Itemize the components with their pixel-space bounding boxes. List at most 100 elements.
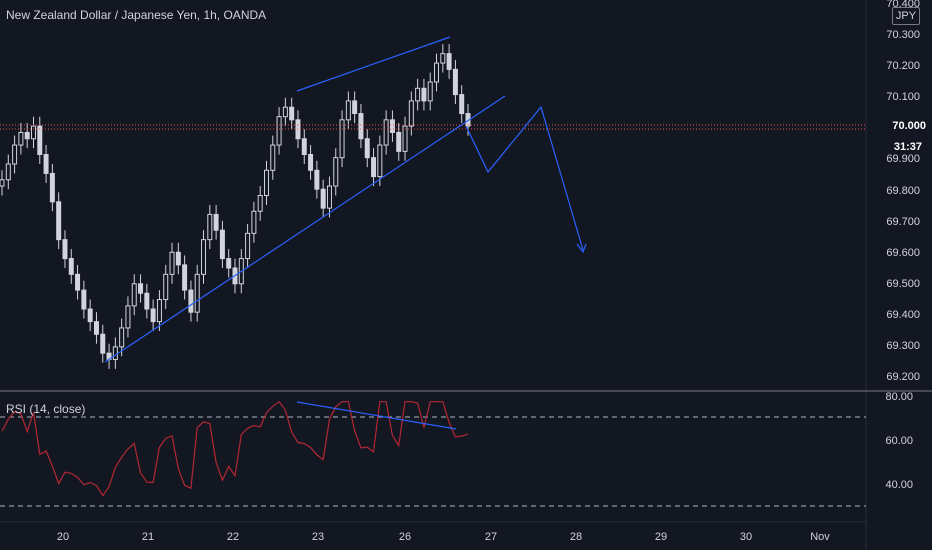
time-tick: 29 (655, 531, 667, 543)
candle (345, 100, 351, 121)
candle (415, 87, 421, 102)
time-tick: Nov (810, 531, 830, 543)
time-tick: 30 (740, 531, 752, 543)
price-tick: 69.200 (886, 371, 920, 383)
candle (213, 213, 219, 231)
price-tick: 69.300 (886, 340, 920, 352)
candle (49, 172, 55, 203)
price-tick: 69.700 (886, 216, 920, 228)
price-tick: 70.200 (886, 60, 920, 72)
candle (125, 305, 131, 329)
candle (452, 68, 458, 96)
candle (18, 131, 24, 146)
candle (62, 239, 68, 260)
price-tick: 69.500 (886, 278, 920, 290)
candle (427, 81, 433, 102)
candle (182, 264, 188, 291)
candle (112, 346, 118, 360)
time-tick: 23 (312, 531, 324, 543)
candle (144, 292, 150, 310)
projection-arrowhead (576, 243, 587, 254)
currency-badge: JPY (892, 7, 920, 25)
rsi-tick: 40.00 (885, 479, 913, 491)
candle (68, 258, 74, 275)
candle (87, 308, 93, 323)
candle (150, 308, 156, 323)
candle (156, 299, 162, 323)
price-tick: 70.300 (886, 29, 920, 41)
candle (396, 131, 402, 152)
candle (226, 258, 232, 269)
time-tick: 27 (485, 531, 497, 543)
candle (383, 119, 389, 146)
candle (169, 251, 175, 275)
time-tick: 21 (142, 531, 154, 543)
candle (263, 169, 269, 197)
candle (100, 333, 106, 354)
candle (12, 144, 18, 165)
time-tick: 20 (57, 531, 69, 543)
candle (93, 321, 99, 335)
symbol-title[interactable]: New Zealand Dollar / Japanese Yen, 1h, O… (6, 8, 267, 22)
candle (5, 163, 11, 181)
candle (194, 273, 200, 313)
bar-countdown: 31:37 (893, 141, 922, 153)
candle (446, 53, 452, 70)
candle (434, 62, 440, 83)
candle (301, 138, 307, 156)
candle (282, 106, 288, 118)
candle (24, 131, 30, 140)
candle (377, 144, 383, 178)
candle (0, 179, 5, 187)
rsi-divergence-line[interactable] (296, 401, 457, 430)
price-tick: 69.400 (886, 309, 920, 321)
candle (276, 116, 282, 146)
candle (245, 232, 251, 260)
candle (339, 119, 345, 159)
candle (333, 157, 339, 187)
rsi-tick: 60.00 (885, 435, 913, 447)
candle (364, 138, 370, 159)
candle (408, 100, 414, 127)
candle (131, 283, 137, 307)
rsi-indicator-label[interactable]: RSI (14, close) (6, 402, 86, 416)
candle (37, 125, 43, 156)
upper-trendline[interactable] (296, 36, 451, 92)
candle (352, 100, 358, 115)
candle (389, 119, 395, 133)
candle (270, 144, 276, 171)
current-price-label: 70.000 (892, 120, 926, 132)
time-tick: 22 (227, 531, 239, 543)
candle (81, 289, 87, 310)
candle (308, 154, 314, 171)
candle (138, 283, 144, 294)
candle (402, 125, 408, 152)
candle (371, 157, 377, 178)
candle (188, 289, 194, 313)
candlestick-series (0, 44, 471, 369)
candle (201, 239, 207, 275)
candle (175, 251, 181, 266)
rsi-tick: 80.00 (885, 391, 913, 403)
price-tick: 70.100 (886, 91, 920, 103)
candle (421, 87, 427, 102)
candle (30, 125, 36, 140)
candle (43, 154, 49, 174)
price-tick: 69.600 (886, 247, 920, 259)
candle (251, 210, 257, 234)
rsi-line (1, 400, 469, 497)
candle (207, 213, 213, 241)
candle (289, 106, 295, 121)
lower-trendline[interactable] (104, 95, 506, 363)
projection-path[interactable] (465, 105, 584, 251)
candle (358, 113, 364, 140)
candle (163, 273, 169, 301)
candle (56, 201, 62, 241)
price-tick: 69.800 (886, 185, 920, 197)
price-tick: 70.400 (886, 0, 920, 10)
candle (326, 185, 332, 209)
candle (219, 229, 225, 260)
candle (314, 169, 320, 190)
candle (257, 195, 263, 212)
